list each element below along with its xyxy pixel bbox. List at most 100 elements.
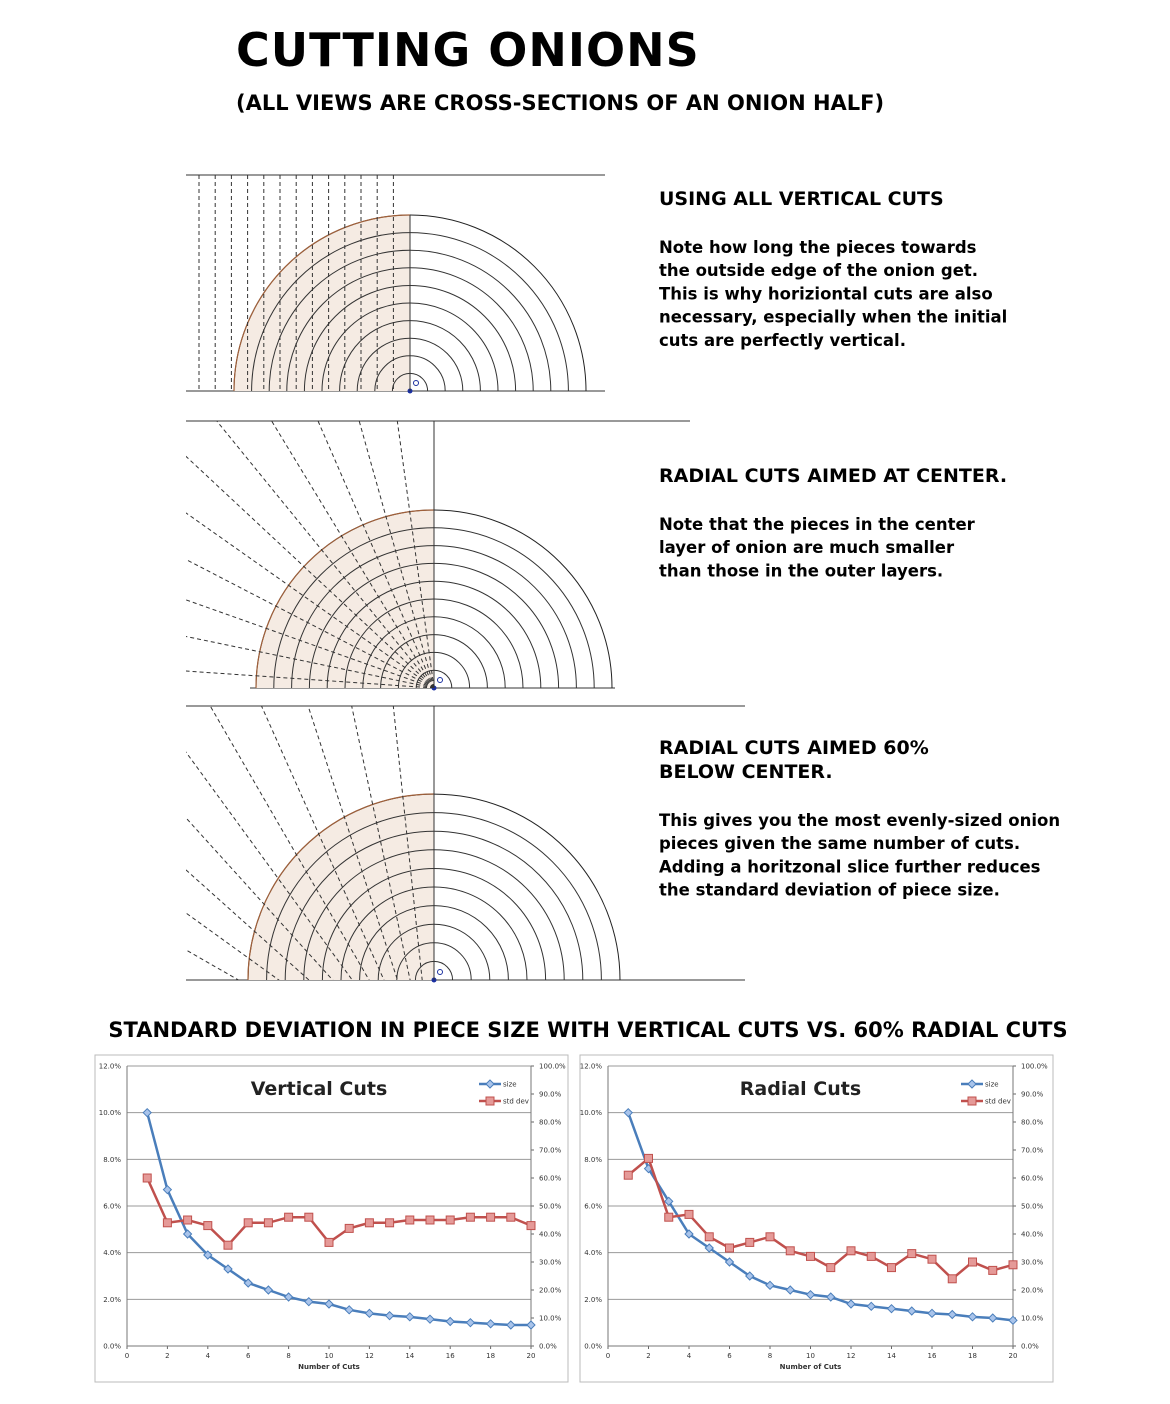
marker bbox=[223, 1240, 233, 1250]
x-tick-label: 4 bbox=[206, 1352, 211, 1360]
marker bbox=[866, 1251, 876, 1261]
marker bbox=[506, 1320, 516, 1330]
y2-tick-label: 70.0% bbox=[1021, 1147, 1044, 1155]
legend-label: size bbox=[503, 1081, 517, 1089]
x-tick-label: 20 bbox=[527, 1352, 536, 1360]
y2-tick-label: 40.0% bbox=[1021, 1231, 1044, 1239]
marker bbox=[405, 1215, 415, 1225]
marker bbox=[785, 1246, 795, 1256]
marker bbox=[947, 1274, 957, 1284]
marker bbox=[1008, 1260, 1018, 1270]
y2-tick-label: 40.0% bbox=[539, 1231, 562, 1239]
y2-tick-label: 20.0% bbox=[1021, 1287, 1044, 1295]
marker bbox=[344, 1305, 354, 1315]
cut-line bbox=[307, 706, 399, 980]
marker bbox=[485, 1079, 495, 1089]
marker bbox=[988, 1313, 998, 1323]
section-heading: BELOW CENTER. bbox=[659, 761, 833, 783]
marker bbox=[485, 1096, 495, 1106]
marker bbox=[623, 1107, 633, 1118]
y-tick-label: 6.0% bbox=[103, 1203, 121, 1211]
y2-tick-label: 90.0% bbox=[1021, 1091, 1044, 1099]
x-tick-label: 14 bbox=[405, 1352, 414, 1360]
marker bbox=[385, 1218, 395, 1228]
marker bbox=[684, 1229, 694, 1239]
marker bbox=[704, 1232, 714, 1242]
section-text: Note how long the pieces towards bbox=[659, 238, 977, 257]
marker bbox=[664, 1196, 674, 1207]
marker bbox=[927, 1308, 937, 1319]
marker bbox=[623, 1170, 633, 1180]
chart-title: Radial Cuts bbox=[740, 1078, 861, 1100]
marker bbox=[344, 1223, 354, 1233]
y2-tick-label: 50.0% bbox=[539, 1203, 562, 1211]
marker bbox=[805, 1289, 816, 1300]
marker bbox=[142, 1107, 152, 1118]
cut-line bbox=[186, 670, 434, 688]
x-axis-label: Number of Cuts bbox=[298, 1363, 360, 1371]
onion-shade bbox=[256, 510, 434, 688]
marker bbox=[664, 1212, 674, 1222]
section-text: Adding a horitzonal slice further reduce… bbox=[659, 857, 1041, 876]
marker bbox=[283, 1292, 294, 1302]
x-tick-label: 12 bbox=[365, 1352, 374, 1360]
y-tick-label: 10.0% bbox=[99, 1109, 122, 1117]
marker bbox=[243, 1278, 253, 1288]
x-tick-label: 0 bbox=[125, 1352, 129, 1360]
marker bbox=[182, 1229, 193, 1239]
marker bbox=[1008, 1315, 1018, 1326]
marker bbox=[506, 1212, 516, 1222]
marker bbox=[162, 1218, 172, 1228]
title: CUTTING ONIONS bbox=[236, 23, 700, 77]
y2-tick-label: 20.0% bbox=[539, 1287, 562, 1295]
cut-line bbox=[271, 421, 434, 688]
marker bbox=[142, 1173, 152, 1183]
cut-line bbox=[396, 421, 434, 688]
x-tick-label: 14 bbox=[887, 1352, 896, 1360]
x-tick-label: 16 bbox=[446, 1352, 455, 1360]
y2-tick-label: 10.0% bbox=[539, 1315, 562, 1323]
chart-title: Vertical Cuts bbox=[251, 1078, 388, 1100]
x-tick-label: 6 bbox=[727, 1352, 732, 1360]
cut-line bbox=[186, 558, 434, 688]
marker bbox=[725, 1243, 734, 1253]
y-tick-label: 12.0% bbox=[99, 1063, 122, 1071]
marker bbox=[704, 1243, 714, 1253]
section-text: pieces given the same number of cuts. bbox=[659, 834, 1020, 853]
marker bbox=[887, 1263, 896, 1273]
section-texts: USING ALL VERTICAL CUTS Note how long the… bbox=[659, 188, 1060, 900]
x-tick-label: 6 bbox=[246, 1352, 251, 1360]
cut-line bbox=[216, 421, 434, 688]
marker bbox=[907, 1306, 917, 1316]
x-tick-label: 8 bbox=[286, 1352, 290, 1360]
marker bbox=[826, 1263, 836, 1273]
series-line bbox=[146, 1177, 532, 1247]
marker bbox=[263, 1218, 273, 1228]
cut-line bbox=[358, 421, 434, 688]
marker bbox=[223, 1264, 233, 1274]
y-tick-label: 0.0% bbox=[584, 1343, 602, 1351]
legend-label: std dev bbox=[503, 1098, 529, 1106]
marker bbox=[846, 1299, 856, 1309]
y2-tick-label: 50.0% bbox=[1021, 1203, 1044, 1211]
cut-line bbox=[351, 706, 411, 980]
x-tick-label: 2 bbox=[165, 1352, 169, 1360]
marker bbox=[263, 1285, 274, 1295]
y2-tick-label: 80.0% bbox=[1021, 1119, 1044, 1127]
section-heading: RADIAL CUTS AIMED 60% bbox=[659, 737, 929, 759]
legend-label: size bbox=[985, 1081, 999, 1089]
y-tick-label: 2.0% bbox=[584, 1296, 602, 1304]
section-text: than those in the outer layers. bbox=[659, 561, 943, 580]
y2-tick-label: 0.0% bbox=[539, 1343, 557, 1351]
onion-edge bbox=[247, 793, 435, 981]
marker bbox=[967, 1079, 977, 1089]
x-tick-label: 18 bbox=[968, 1352, 977, 1360]
marker bbox=[364, 1218, 374, 1228]
section-text: layer of onion are much smaller bbox=[659, 538, 955, 557]
y2-tick-label: 90.0% bbox=[539, 1091, 562, 1099]
x-tick-label: 8 bbox=[768, 1352, 772, 1360]
y2-tick-label: 60.0% bbox=[1021, 1175, 1044, 1183]
cut-line bbox=[186, 817, 334, 980]
marker bbox=[324, 1237, 334, 1247]
